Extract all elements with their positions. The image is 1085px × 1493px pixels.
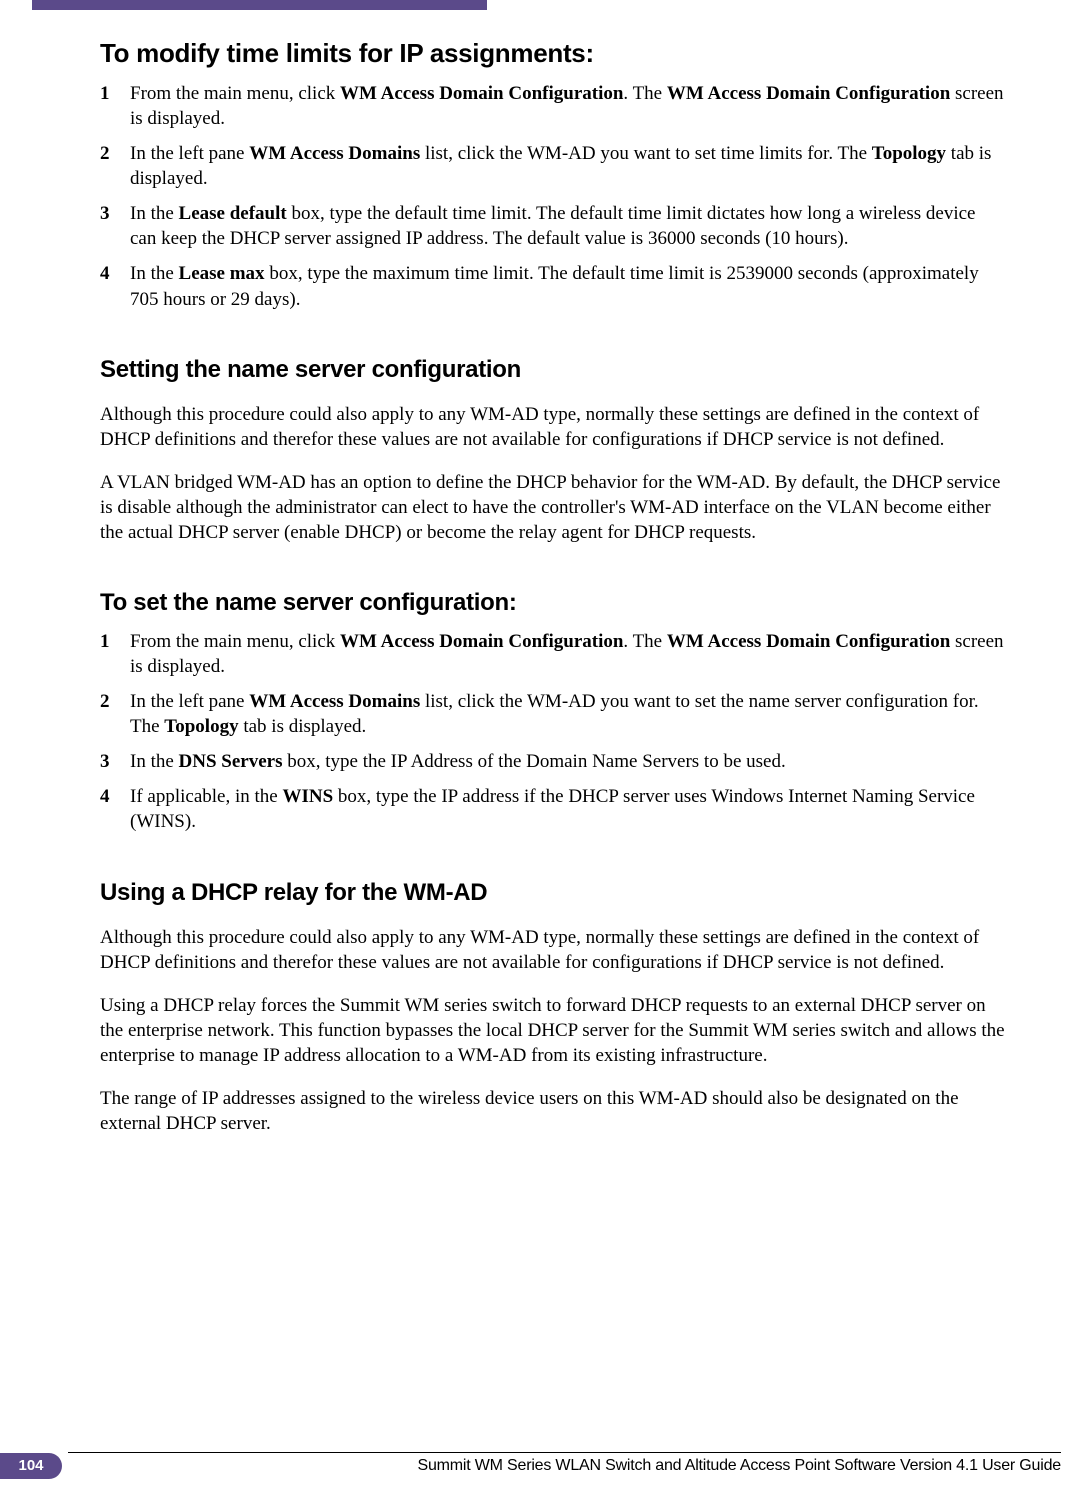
paragraph: Although this procedure could also apply… [100, 925, 1005, 975]
page-number-badge: 104 [0, 1453, 62, 1479]
page-content: To modify time limits for IP assignments… [100, 38, 1005, 1154]
heading-dhcp-relay: Using a DHCP relay for the WM-AD [100, 879, 1005, 907]
step-item: In the Lease default box, type the defau… [100, 201, 1005, 251]
step-item: In the Lease max box, type the maximum t… [100, 261, 1005, 311]
step-item: If applicable, in the WINS box, type the… [100, 784, 1005, 834]
page-footer: 104 Summit WM Series WLAN Switch and Alt… [0, 1461, 1085, 1493]
heading-modify-time-limits: To modify time limits for IP assignments… [100, 38, 1005, 69]
footer-title: Summit WM Series WLAN Switch and Altitud… [417, 1457, 1061, 1475]
heading-setting-name-server: Setting the name server configuration [100, 356, 1005, 384]
step-item: From the main menu, click WM Access Doma… [100, 81, 1005, 131]
step-item: In the left pane WM Access Domains list,… [100, 141, 1005, 191]
step-item: From the main menu, click WM Access Doma… [100, 629, 1005, 679]
heading-set-name-server-proc: To set the name server configuration: [100, 589, 1005, 617]
paragraph: A VLAN bridged WM-AD has an option to de… [100, 470, 1005, 545]
paragraph: Although this procedure could also apply… [100, 402, 1005, 452]
paragraph: Using a DHCP relay forces the Summit WM … [100, 993, 1005, 1068]
paragraph: The range of IP addresses assigned to th… [100, 1086, 1005, 1136]
header-accent-bar [32, 0, 487, 10]
step-item: In the DNS Servers box, type the IP Addr… [100, 749, 1005, 774]
steps-set-name-server: From the main menu, click WM Access Doma… [100, 629, 1005, 835]
steps-modify-time-limits: From the main menu, click WM Access Doma… [100, 81, 1005, 312]
footer-rule [68, 1452, 1061, 1453]
step-item: In the left pane WM Access Domains list,… [100, 689, 1005, 739]
